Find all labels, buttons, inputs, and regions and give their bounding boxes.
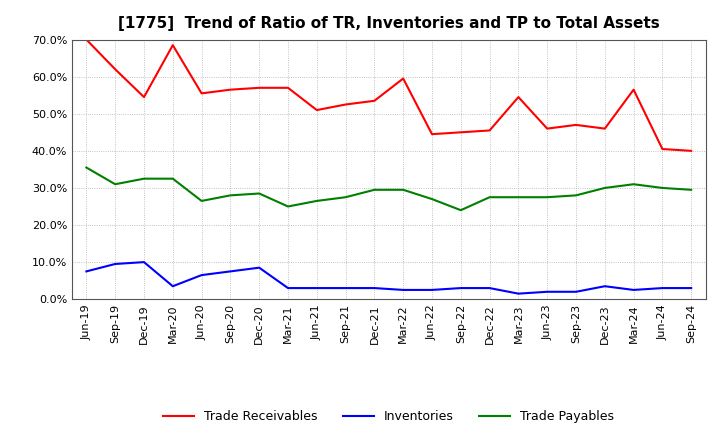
Trade Payables [543,194,552,200]
Inventories [687,286,696,291]
Trade Receivables [399,76,408,81]
Trade Receivables [658,147,667,152]
Trade Receivables [456,130,465,135]
Trade Payables [687,187,696,192]
Trade Payables [514,194,523,200]
Trade Receivables [111,66,120,72]
Inventories [658,286,667,291]
Legend: Trade Receivables, Inventories, Trade Payables: Trade Receivables, Inventories, Trade Pa… [158,405,619,428]
Trade Receivables [197,91,206,96]
Trade Payables [456,208,465,213]
Trade Receivables [226,87,235,92]
Trade Payables [226,193,235,198]
Inventories [456,286,465,291]
Trade Receivables [82,37,91,42]
Inventories [226,269,235,274]
Trade Payables [485,194,494,200]
Trade Receivables [168,43,177,48]
Trade Receivables [255,85,264,91]
Inventories [600,284,609,289]
Inventories [514,291,523,296]
Trade Payables [399,187,408,192]
Trade Receivables [312,107,321,113]
Trade Receivables [572,122,580,128]
Inventories [370,286,379,291]
Title: [1775]  Trend of Ratio of TR, Inventories and TP to Total Assets: [1775] Trend of Ratio of TR, Inventories… [118,16,660,32]
Inventories [111,261,120,267]
Trade Payables [341,194,350,200]
Trade Payables [629,182,638,187]
Inventories [399,287,408,293]
Trade Receivables [629,87,638,92]
Inventories [428,287,436,293]
Inventories [168,284,177,289]
Trade Payables [140,176,148,181]
Inventories [341,286,350,291]
Trade Receivables [140,95,148,100]
Inventories [572,289,580,294]
Trade Receivables [600,126,609,131]
Inventories [485,286,494,291]
Trade Payables [600,185,609,191]
Trade Payables [284,204,292,209]
Inventories [284,286,292,291]
Trade Payables [370,187,379,192]
Trade Payables [168,176,177,181]
Trade Payables [111,182,120,187]
Trade Receivables [485,128,494,133]
Trade Receivables [687,148,696,154]
Trade Receivables [543,126,552,131]
Inventories [140,260,148,265]
Line: Inventories: Inventories [86,262,691,293]
Trade Payables [658,185,667,191]
Trade Receivables [514,95,523,100]
Trade Receivables [370,98,379,103]
Line: Trade Receivables: Trade Receivables [86,40,691,151]
Trade Receivables [284,85,292,91]
Trade Payables [572,193,580,198]
Trade Payables [82,165,91,170]
Inventories [255,265,264,270]
Trade Payables [255,191,264,196]
Trade Receivables [428,132,436,137]
Trade Receivables [341,102,350,107]
Inventories [197,272,206,278]
Trade Payables [312,198,321,204]
Trade Payables [197,198,206,204]
Inventories [629,287,638,293]
Inventories [543,289,552,294]
Line: Trade Payables: Trade Payables [86,168,691,210]
Inventories [82,269,91,274]
Trade Payables [428,196,436,202]
Inventories [312,286,321,291]
